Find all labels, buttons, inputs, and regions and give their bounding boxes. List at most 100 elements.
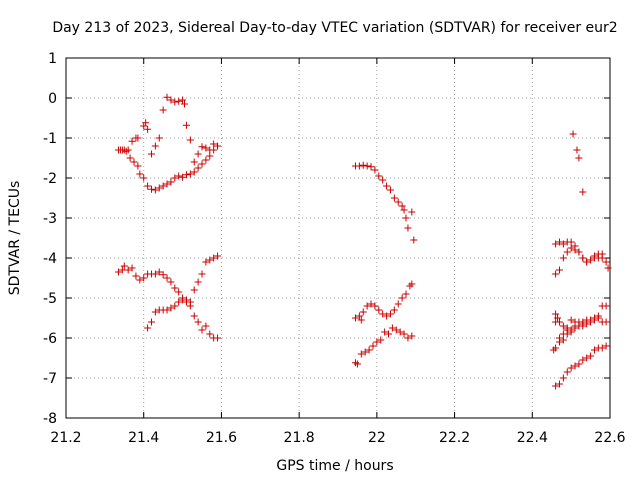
series-sat-n <box>569 130 587 196</box>
data-point <box>404 334 412 342</box>
data-point <box>604 264 612 272</box>
data-point <box>563 248 571 256</box>
data-point <box>563 368 571 376</box>
data-point <box>579 356 587 364</box>
data-point <box>377 336 385 344</box>
data-point <box>151 308 159 316</box>
data-point <box>359 161 367 169</box>
y-tick-label: -3 <box>43 211 57 227</box>
x-tick-label: 22 <box>368 430 386 446</box>
data-point <box>410 236 418 244</box>
data-point <box>571 362 579 370</box>
data-point <box>552 240 560 248</box>
data-point <box>124 266 132 274</box>
series-sat-m <box>552 342 610 390</box>
data-point <box>190 168 198 176</box>
data-point <box>388 324 396 332</box>
data-point <box>394 198 402 206</box>
data-point <box>186 136 194 144</box>
data-point <box>186 298 194 306</box>
data-point <box>367 163 375 171</box>
data-point <box>120 262 128 270</box>
data-point <box>151 186 159 194</box>
data-point <box>163 180 171 188</box>
data-point <box>365 346 373 354</box>
data-point <box>400 330 408 338</box>
data-point <box>363 162 371 170</box>
data-point <box>144 182 152 190</box>
data-point <box>602 302 610 310</box>
data-points <box>114 93 612 390</box>
data-point <box>140 122 148 130</box>
data-point <box>151 142 159 150</box>
data-point <box>202 258 210 266</box>
data-point <box>575 248 583 256</box>
data-point <box>408 280 416 288</box>
data-point <box>552 344 560 352</box>
series-sat-e <box>351 161 418 244</box>
data-point <box>140 274 148 282</box>
data-point <box>602 318 610 326</box>
data-point <box>202 144 210 152</box>
data-point <box>210 254 218 262</box>
y-tick-label: -8 <box>43 411 57 427</box>
data-point <box>175 298 183 306</box>
x-tick-label: 21.8 <box>284 430 315 446</box>
data-point <box>552 318 560 326</box>
data-point <box>159 106 167 114</box>
data-point <box>398 294 406 302</box>
data-point <box>126 154 134 162</box>
data-point <box>182 171 190 179</box>
data-point <box>386 186 394 194</box>
y-axis-label: SDTVAR / TECUs <box>7 181 23 296</box>
x-tick-label: 21.6 <box>206 430 237 446</box>
data-point <box>130 158 138 166</box>
y-tick-label: 1 <box>48 51 57 67</box>
data-point <box>147 318 155 326</box>
data-point <box>379 176 387 184</box>
grid-lines <box>65 57 611 419</box>
data-point <box>602 258 610 266</box>
data-point <box>390 194 398 202</box>
data-point <box>194 164 202 172</box>
data-point <box>142 119 150 127</box>
data-point <box>394 300 402 308</box>
data-point <box>122 147 130 155</box>
data-point <box>579 188 587 196</box>
data-point <box>402 290 410 298</box>
data-point <box>167 304 175 312</box>
data-point <box>594 314 602 322</box>
data-point <box>402 214 410 222</box>
data-point <box>206 146 214 154</box>
data-point <box>175 172 183 180</box>
data-point <box>175 97 183 105</box>
data-point <box>357 316 365 324</box>
data-point <box>351 359 359 367</box>
data-point <box>175 288 183 296</box>
data-point <box>567 364 575 372</box>
data-point <box>179 173 187 181</box>
data-point <box>369 342 377 350</box>
data-point <box>583 258 591 266</box>
data-point <box>573 146 581 154</box>
data-point <box>602 342 610 350</box>
data-point <box>392 326 400 334</box>
data-point <box>390 306 398 314</box>
data-point <box>136 170 144 178</box>
data-point <box>128 264 136 272</box>
y-tick-label: 0 <box>48 91 57 107</box>
data-point <box>159 271 167 279</box>
data-point <box>355 162 363 170</box>
data-point <box>144 125 152 133</box>
data-point <box>186 170 194 178</box>
data-point <box>147 185 155 193</box>
data-point <box>563 330 571 338</box>
data-point <box>559 336 567 344</box>
data-point <box>134 134 142 142</box>
axis-ticks: 21.2 21.4 21.6 21.8 22 22.2 22.4 22.6 1 0 -1 -2 -3 -4… <box>43 51 626 446</box>
y-tick-label: -6 <box>43 331 57 347</box>
data-point <box>214 252 222 260</box>
data-point <box>569 130 577 138</box>
data-point <box>363 302 371 310</box>
data-point <box>190 286 198 294</box>
